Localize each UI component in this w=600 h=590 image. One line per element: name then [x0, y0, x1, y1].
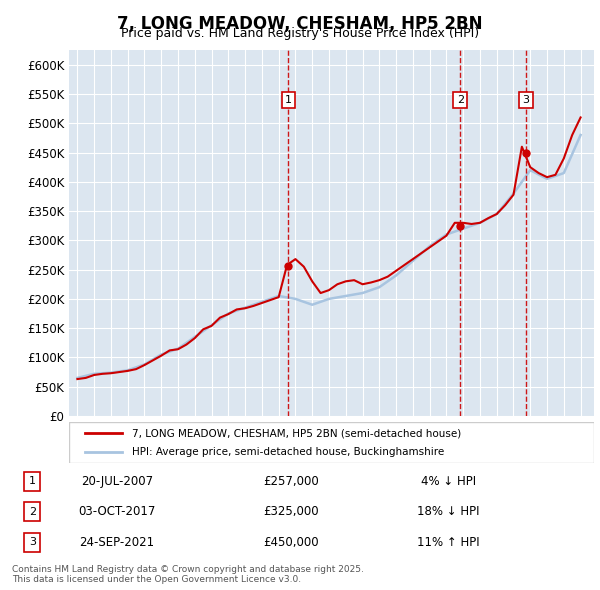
Text: 11% ↑ HPI: 11% ↑ HPI [417, 536, 480, 549]
Text: 24-SEP-2021: 24-SEP-2021 [79, 536, 154, 549]
Text: 2: 2 [457, 95, 464, 105]
Text: 4% ↓ HPI: 4% ↓ HPI [421, 475, 476, 488]
Text: 1: 1 [29, 476, 36, 486]
Text: Contains HM Land Registry data © Crown copyright and database right 2025.
This d: Contains HM Land Registry data © Crown c… [12, 565, 364, 584]
Text: 20-JUL-2007: 20-JUL-2007 [80, 475, 153, 488]
Text: 7, LONG MEADOW, CHESHAM, HP5 2BN: 7, LONG MEADOW, CHESHAM, HP5 2BN [117, 15, 483, 33]
Text: 3: 3 [523, 95, 530, 105]
Text: £450,000: £450,000 [263, 536, 319, 549]
FancyBboxPatch shape [69, 422, 594, 463]
Text: 2: 2 [29, 507, 36, 517]
Text: 1: 1 [285, 95, 292, 105]
Text: 7, LONG MEADOW, CHESHAM, HP5 2BN (semi-detached house): 7, LONG MEADOW, CHESHAM, HP5 2BN (semi-d… [132, 428, 461, 438]
Text: £257,000: £257,000 [263, 475, 319, 488]
Text: 03-OCT-2017: 03-OCT-2017 [78, 505, 155, 519]
Text: Price paid vs. HM Land Registry's House Price Index (HPI): Price paid vs. HM Land Registry's House … [121, 27, 479, 40]
Text: HPI: Average price, semi-detached house, Buckinghamshire: HPI: Average price, semi-detached house,… [132, 447, 444, 457]
Text: £325,000: £325,000 [263, 505, 319, 519]
Text: 3: 3 [29, 537, 36, 548]
Text: 18% ↓ HPI: 18% ↓ HPI [417, 505, 480, 519]
